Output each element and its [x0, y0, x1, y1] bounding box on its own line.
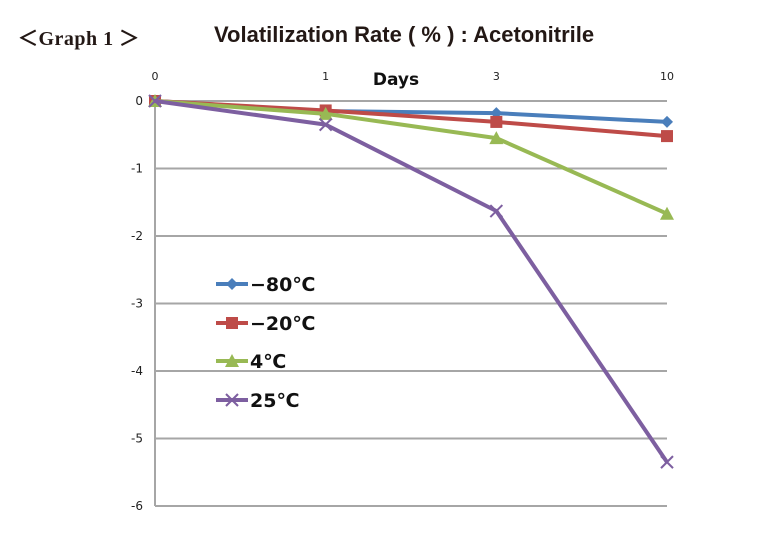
- y-tick-label: -6: [131, 499, 143, 513]
- legend-marker: [225, 354, 239, 367]
- x-tick-label: 1: [322, 70, 329, 83]
- data-point-marker: [489, 131, 504, 145]
- x-tick-label: 3: [493, 70, 500, 83]
- data-point-marker: [661, 115, 673, 128]
- legend-item: 25℃: [216, 390, 299, 412]
- legend-label: −80℃: [250, 274, 315, 296]
- legend-marker: [226, 278, 238, 290]
- y-tick-label: -1: [131, 162, 143, 176]
- x-tick-label: 10: [660, 70, 674, 83]
- data-point-marker: [661, 130, 673, 143]
- legend-item: −20℃: [216, 313, 315, 335]
- legend-item: 4℃: [216, 351, 286, 373]
- data-point-marker: [660, 455, 674, 469]
- y-tick-label: 0: [135, 94, 143, 108]
- y-tick-label: -3: [131, 297, 143, 311]
- series-3: [148, 94, 674, 469]
- series-line: [154, 99, 668, 216]
- y-tick-labels: 0 -1 -2 -3 -4 -5 -6: [131, 94, 143, 513]
- x-tick-labels: 0 1 3 10: [152, 70, 675, 83]
- data-point-marker: [490, 115, 503, 128]
- data-point-marker: [660, 206, 674, 220]
- graph-label: ＜Graph 1 ＞: [18, 28, 140, 50]
- data-point-marker: [318, 117, 333, 132]
- data-point-marker: [489, 204, 504, 218]
- legend-label: 25℃: [250, 390, 299, 412]
- y-tick-label: -4: [131, 364, 143, 378]
- chart-title: Volatilization Rate ( % ) : Acetonitrile: [214, 22, 595, 47]
- series-group: [148, 94, 674, 469]
- series-line: [154, 99, 669, 464]
- gridlines: [155, 100, 667, 507]
- legend-item: −80℃: [216, 274, 315, 296]
- x-axis-label: Days: [373, 70, 419, 90]
- legend-marker: [225, 393, 239, 407]
- data-point-marker: [148, 94, 162, 108]
- legend-label: 4℃: [250, 351, 286, 373]
- legend-marker: [226, 317, 238, 329]
- y-tick-label: -5: [131, 432, 143, 446]
- data-point-marker: [318, 106, 333, 120]
- legend: −80℃ −20℃ 4℃ 25℃: [216, 274, 315, 412]
- y-tick-label: -2: [131, 229, 143, 243]
- legend-label: −20℃: [250, 313, 315, 335]
- x-tick-label: 0: [152, 70, 159, 83]
